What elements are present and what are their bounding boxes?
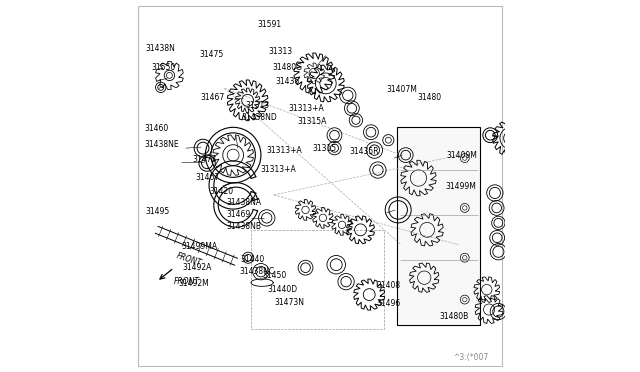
Text: 31440D: 31440D — [268, 285, 298, 294]
Text: FRONT: FRONT — [175, 251, 203, 268]
Text: FRONT: FRONT — [174, 277, 200, 286]
Text: 31438ND: 31438ND — [241, 113, 277, 122]
FancyBboxPatch shape — [397, 128, 480, 325]
Text: 31313+A: 31313+A — [260, 165, 296, 174]
Text: 31469: 31469 — [227, 211, 251, 219]
Text: 31408: 31408 — [376, 281, 401, 290]
Text: 31473: 31473 — [192, 155, 216, 164]
Text: 31315A: 31315A — [297, 117, 326, 126]
Text: 31409M: 31409M — [446, 151, 477, 160]
Text: 31440: 31440 — [240, 255, 264, 264]
Text: 31435R: 31435R — [349, 147, 380, 155]
Text: 31467: 31467 — [201, 93, 225, 102]
Text: 31313: 31313 — [268, 47, 292, 56]
Text: 31475: 31475 — [200, 50, 224, 59]
Text: 31473N: 31473N — [275, 298, 305, 307]
Text: 31407M: 31407M — [387, 85, 417, 94]
Text: 31480: 31480 — [417, 93, 441, 102]
Text: 31492A: 31492A — [183, 263, 212, 272]
Text: 31460: 31460 — [144, 124, 168, 134]
Text: 31480B: 31480B — [439, 312, 468, 321]
Bar — [250, 230, 384, 330]
Text: 31467: 31467 — [196, 173, 220, 182]
Text: ^3:(*007: ^3:(*007 — [453, 353, 488, 362]
Text: 31438NE: 31438NE — [144, 140, 179, 149]
Text: 31438N: 31438N — [145, 44, 175, 53]
Text: 31499MA: 31499MA — [181, 241, 217, 250]
Text: 31591: 31591 — [257, 20, 281, 29]
Text: 31450: 31450 — [262, 271, 287, 280]
Text: 31313: 31313 — [245, 101, 269, 110]
Text: 31550: 31550 — [152, 63, 175, 72]
Text: 31315: 31315 — [312, 144, 337, 153]
Text: 31496: 31496 — [376, 299, 401, 308]
Text: 31495: 31495 — [145, 207, 170, 216]
Text: 31313+A: 31313+A — [266, 146, 302, 155]
Text: 31436: 31436 — [276, 77, 300, 86]
Text: 31480G: 31480G — [273, 63, 303, 72]
Text: 31420: 31420 — [209, 187, 234, 196]
Text: 31313+A: 31313+A — [289, 104, 324, 113]
Text: 31438NB: 31438NB — [227, 222, 262, 231]
Text: 31438NA: 31438NA — [227, 198, 262, 207]
Text: 31499M: 31499M — [445, 182, 476, 191]
Text: 31438NC: 31438NC — [239, 267, 275, 276]
Text: 31492M: 31492M — [179, 279, 209, 288]
